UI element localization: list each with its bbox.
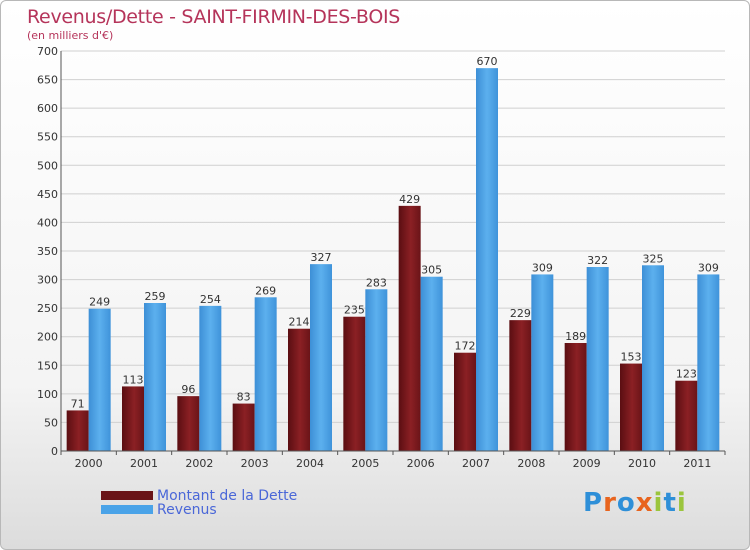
x-tick-label: 2004: [296, 457, 324, 470]
y-tick-label: 400: [37, 216, 58, 229]
x-tick-label: 2011: [683, 457, 711, 470]
legend-label-revenus: Revenus: [157, 501, 217, 518]
x-tick-label: 2000: [75, 457, 103, 470]
y-tick-label: 650: [37, 74, 58, 87]
bar-revenus: [697, 274, 720, 451]
chart-title: Revenus/Dette - SAINT-FIRMIN-DES-BOIS: [27, 6, 401, 28]
bar-dette: [620, 363, 642, 451]
bar-dette: [454, 352, 476, 451]
data-label-dette: 123: [676, 368, 697, 381]
bar-revenus: [420, 276, 443, 451]
y-tick-label: 250: [37, 302, 58, 315]
data-label-dette: 96: [181, 383, 195, 396]
data-label-revenus: 309: [698, 261, 719, 274]
x-tick-label: 2008: [517, 457, 545, 470]
bar-dette: [564, 343, 587, 451]
data-label-revenus: 283: [366, 276, 387, 289]
x-tick-label: 2010: [628, 457, 656, 470]
data-label-dette: 113: [123, 373, 144, 386]
bar-revenus: [531, 274, 554, 451]
data-label-dette: 214: [289, 316, 310, 329]
y-tick-label: 550: [37, 131, 58, 144]
data-label-dette: 189: [565, 330, 586, 343]
bar-dette: [66, 410, 89, 451]
data-label-dette: 71: [71, 397, 85, 410]
logo-letter: r: [603, 488, 617, 518]
data-label-revenus: 305: [421, 264, 442, 277]
y-tick-label: 150: [37, 359, 58, 372]
logo-letter: o: [616, 488, 636, 518]
data-label-revenus: 325: [643, 252, 664, 265]
data-label-dette: 172: [455, 340, 476, 353]
data-label-revenus: 309: [532, 261, 553, 274]
bar-dette: [675, 380, 698, 451]
bar-revenus: [642, 265, 664, 451]
data-label-revenus: 259: [145, 290, 166, 303]
data-label-revenus: 670: [477, 55, 498, 68]
legend-swatch-revenus: [101, 505, 153, 514]
logo-letter: t: [663, 488, 677, 518]
bar-revenus: [199, 305, 222, 451]
logo-letter: i: [653, 488, 664, 518]
x-tick-label: 2006: [407, 457, 435, 470]
bar-dette: [232, 403, 255, 451]
bar-revenus: [310, 264, 332, 451]
bar-dette: [343, 316, 366, 451]
bar-revenus: [144, 303, 166, 451]
bar-dette: [509, 320, 532, 451]
y-tick-label: 200: [37, 331, 58, 344]
legend-item-dette: Montant de la Dette: [101, 487, 298, 504]
bar-dette: [122, 386, 144, 451]
data-label-dette: 235: [344, 304, 365, 317]
x-tick-label: 2002: [185, 457, 213, 470]
y-tick-label: 500: [37, 159, 58, 172]
bar-dette: [288, 328, 310, 451]
bar-revenus: [254, 297, 277, 451]
proxiti-logo: Proxiti: [583, 488, 687, 518]
data-label-revenus: 269: [255, 284, 276, 297]
y-tick-label: 0: [51, 445, 58, 458]
data-label-revenus: 249: [89, 296, 110, 309]
legend-label-dette: Montant de la Dette: [157, 487, 298, 504]
x-tick-label: 2007: [462, 457, 490, 470]
y-tick-label: 700: [37, 45, 58, 58]
bar-dette: [398, 205, 421, 451]
bar-revenus: [586, 267, 609, 451]
x-tick-label: 2009: [573, 457, 601, 470]
data-label-revenus: 327: [311, 251, 332, 264]
data-label-revenus: 322: [587, 254, 608, 267]
bar-dette: [177, 396, 200, 451]
chart-subtitle: (en milliers d'€): [27, 29, 114, 42]
y-tick-label: 350: [37, 245, 58, 258]
y-tick-label: 450: [37, 188, 58, 201]
legend-item-revenus: Revenus: [101, 501, 217, 518]
x-tick-label: 2003: [241, 457, 269, 470]
x-tick-label: 2005: [351, 457, 379, 470]
y-tick-label: 50: [44, 416, 58, 429]
bar-revenus: [88, 308, 111, 451]
x-tick-label: 2001: [130, 457, 158, 470]
y-tick-label: 600: [37, 102, 58, 115]
y-tick-label: 100: [37, 388, 58, 401]
data-label-dette: 429: [399, 193, 420, 206]
logo-letter: x: [635, 488, 654, 518]
logo-letter: P: [583, 488, 604, 518]
bar-revenus: [476, 68, 498, 452]
data-label-dette: 153: [621, 351, 642, 364]
data-label-dette: 83: [237, 391, 251, 404]
bar-revenus: [365, 289, 388, 451]
logo-letter: i: [676, 488, 687, 518]
legend-swatch-dette: [101, 491, 153, 500]
y-tick-label: 300: [37, 274, 58, 287]
data-label-dette: 229: [510, 307, 531, 320]
data-label-revenus: 254: [200, 293, 221, 306]
